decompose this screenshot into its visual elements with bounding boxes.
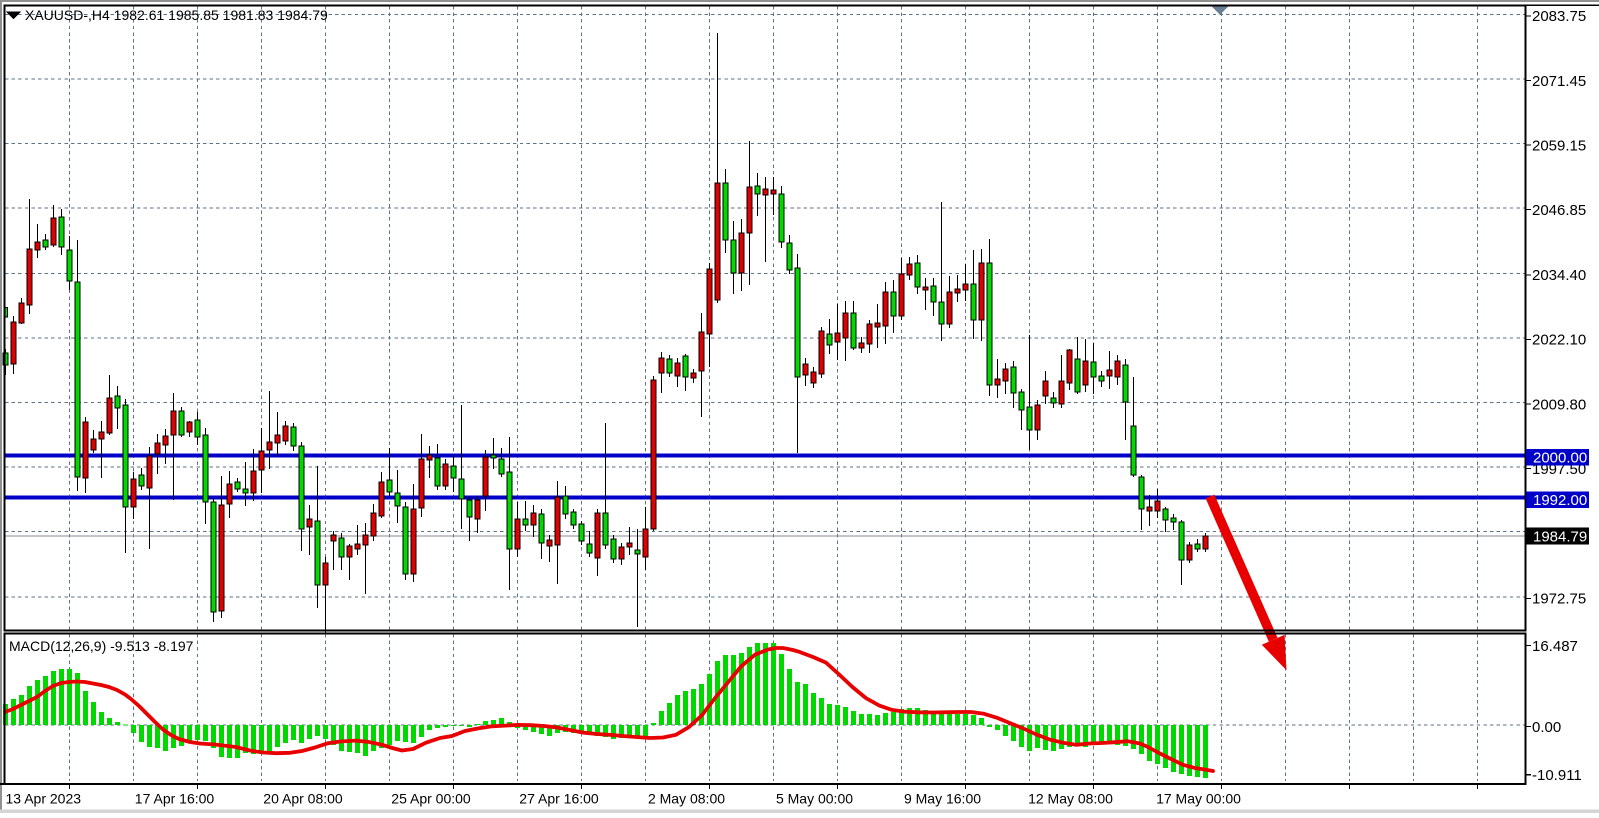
svg-text:13 Apr 2023: 13 Apr 2023: [6, 791, 82, 807]
svg-text:2034.40: 2034.40: [1532, 267, 1586, 284]
svg-text:2083.75: 2083.75: [1532, 8, 1586, 25]
svg-text:12 May 08:00: 12 May 08:00: [1028, 791, 1113, 807]
svg-text:1972.75: 1972.75: [1532, 591, 1586, 608]
svg-text:2 May 08:00: 2 May 08:00: [648, 791, 725, 807]
svg-text:2009.80: 2009.80: [1532, 396, 1586, 413]
svg-text:-10.911: -10.911: [1532, 767, 1582, 784]
svg-text:XAUUSD-,H4 1982.61 1985.85 19: XAUUSD-,H4 1982.61 1985.85 1981.83 1984.…: [25, 7, 328, 23]
svg-text:2046.85: 2046.85: [1532, 202, 1586, 219]
svg-text:MACD(12,26,9) -9.513 -8.197: MACD(12,26,9) -9.513 -8.197: [9, 638, 194, 654]
svg-text:0.00: 0.00: [1532, 719, 1561, 736]
svg-text:5 May 00:00: 5 May 00:00: [776, 791, 853, 807]
svg-text:20 Apr 08:00: 20 Apr 08:00: [263, 791, 343, 807]
svg-text:25 Apr 00:00: 25 Apr 00:00: [391, 791, 471, 807]
svg-text:1992.00: 1992.00: [1533, 492, 1587, 509]
svg-text:2059.15: 2059.15: [1532, 137, 1586, 154]
svg-text:2022.10: 2022.10: [1532, 332, 1586, 349]
svg-text:17 May 00:00: 17 May 00:00: [1156, 791, 1241, 807]
svg-text:2071.45: 2071.45: [1532, 73, 1586, 90]
svg-text:16.487: 16.487: [1532, 638, 1578, 655]
svg-text:2000.00: 2000.00: [1533, 450, 1587, 467]
svg-text:27 Apr 16:00: 27 Apr 16:00: [519, 791, 599, 807]
svg-text:9 May 16:00: 9 May 16:00: [904, 791, 981, 807]
svg-text:17 Apr 16:00: 17 Apr 16:00: [135, 791, 215, 807]
svg-text:1984.79: 1984.79: [1533, 529, 1587, 546]
